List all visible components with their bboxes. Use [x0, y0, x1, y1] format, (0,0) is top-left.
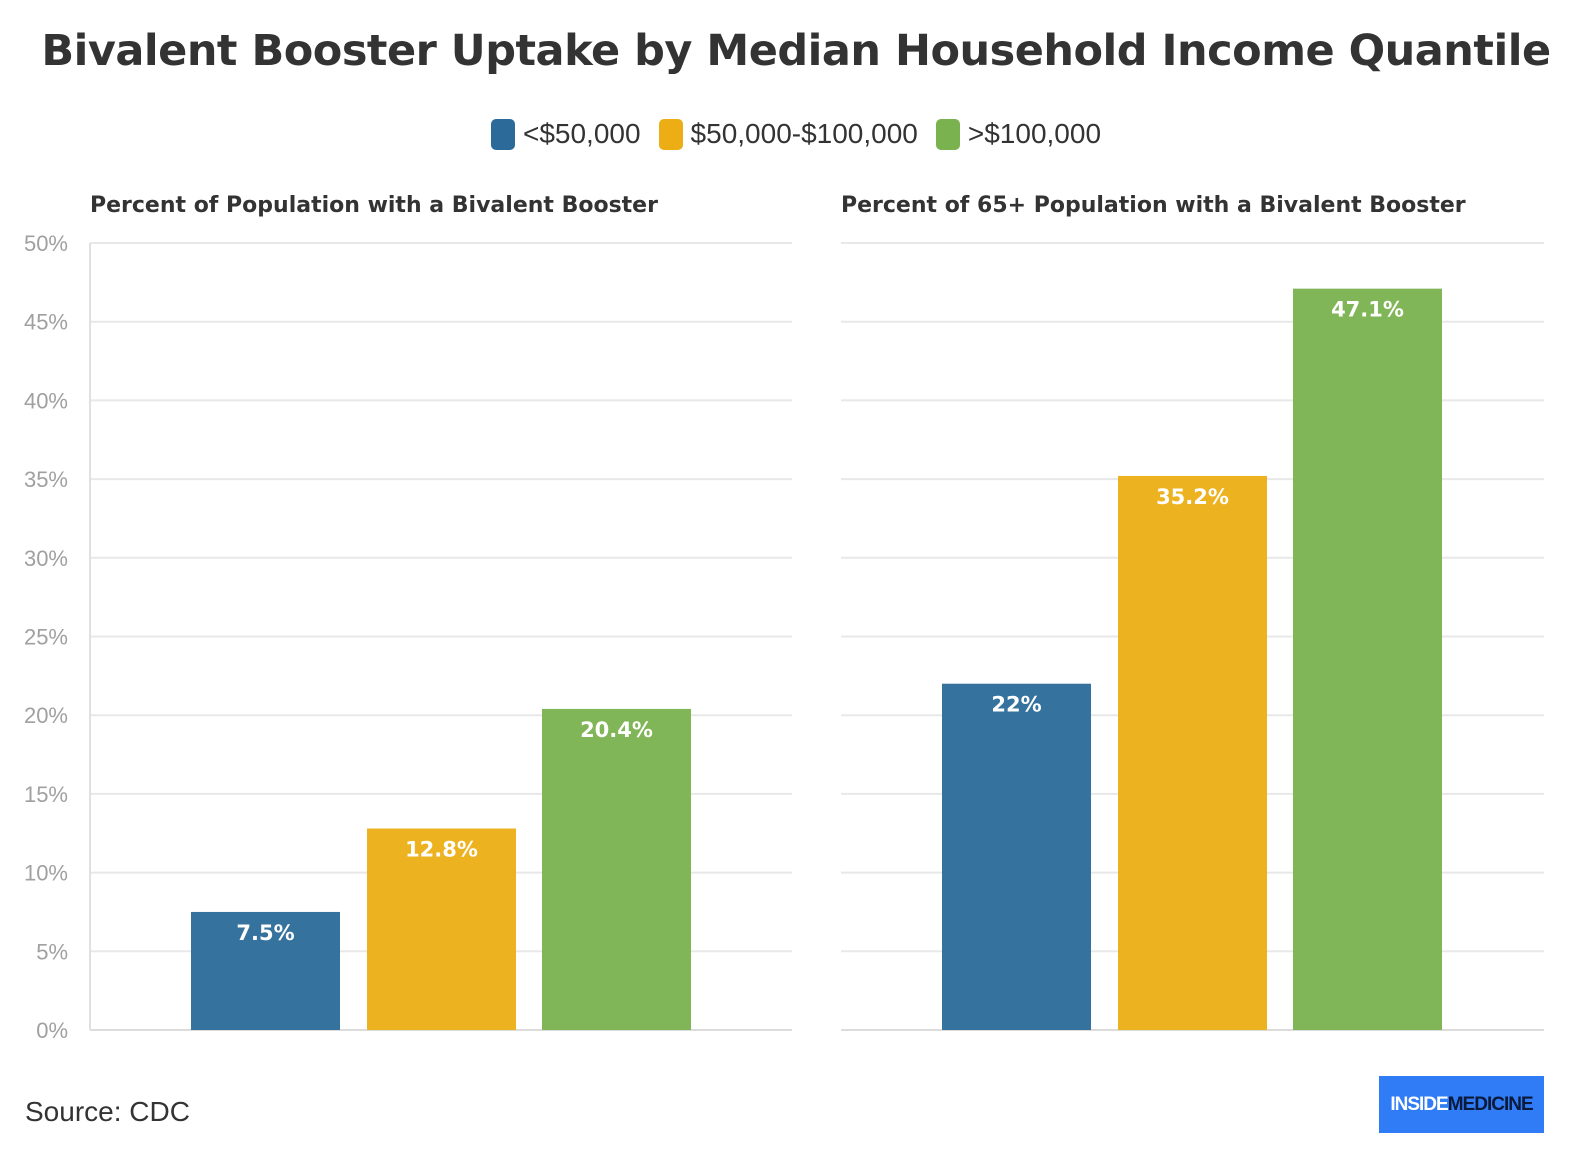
y-tick-label: 50%	[24, 231, 68, 256]
brand-logo-part1: INSIDE	[1390, 1093, 1448, 1115]
y-tick-label: 40%	[24, 388, 68, 413]
legend-item-mid-income[interactable]: $50,000-$100,000	[658, 118, 918, 150]
bar-65plus-0	[942, 683, 1091, 1030]
data-label-65plus-1: 35.2%	[1156, 485, 1229, 509]
bar-65plus-2	[1293, 288, 1442, 1030]
legend-swatch-mid-income	[658, 118, 683, 150]
legend-label-mid-income: $50,000-$100,000	[690, 118, 918, 149]
legend-swatch-high-income	[935, 118, 960, 150]
bar-65plus-1	[1118, 475, 1267, 1030]
y-tick-label: 20%	[24, 703, 68, 728]
data-label-all-1: 12.8%	[405, 838, 478, 862]
y-tick-label: 35%	[24, 467, 68, 492]
y-tick-label: 10%	[24, 861, 68, 886]
brand-logo: INSIDE MEDICINE	[1379, 1076, 1544, 1133]
bar-all-1	[367, 828, 516, 1030]
source-note: Source: CDC	[25, 1096, 190, 1127]
brand-logo-part2: MEDICINE	[1447, 1093, 1534, 1115]
legend-swatch-low-income	[490, 118, 515, 150]
y-tick-label: 15%	[24, 782, 68, 807]
legend: <$50,000 $50,000-$100,000 >$100,000	[0, 118, 1592, 150]
data-label-all-0: 7.5%	[236, 921, 294, 945]
data-label-all-2: 20.4%	[580, 718, 653, 742]
legend-label-low-income: <$50,000	[522, 118, 641, 149]
y-tick-label: 45%	[24, 310, 68, 335]
bar-all-0	[191, 911, 340, 1030]
y-tick-label: 25%	[24, 625, 68, 650]
data-label-65plus-0: 22%	[991, 693, 1041, 717]
y-tick-label: 30%	[24, 546, 68, 571]
chart-title: Bivalent Booster Uptake by Median Househ…	[41, 26, 1551, 76]
legend-item-high-income[interactable]: >$100,000	[935, 118, 1102, 150]
left-panel-title: Percent of Population with a Bivalent Bo…	[90, 193, 658, 218]
right-panel-title: Percent of 65+ Population with a Bivalen…	[841, 193, 1466, 218]
data-label-65plus-2: 47.1%	[1331, 298, 1404, 322]
y-tick-label: 5%	[36, 939, 68, 964]
y-tick-label: 0%	[36, 1018, 68, 1043]
legend-item-low-income[interactable]: <$50,000	[490, 118, 641, 150]
legend-label-high-income: >$100,000	[967, 118, 1102, 149]
bar-all-2	[542, 708, 691, 1030]
